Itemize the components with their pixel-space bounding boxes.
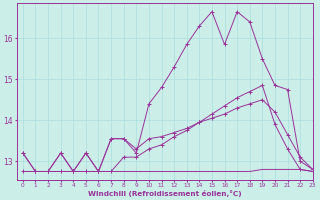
X-axis label: Windchill (Refroidissement éolien,°C): Windchill (Refroidissement éolien,°C) xyxy=(88,190,242,197)
